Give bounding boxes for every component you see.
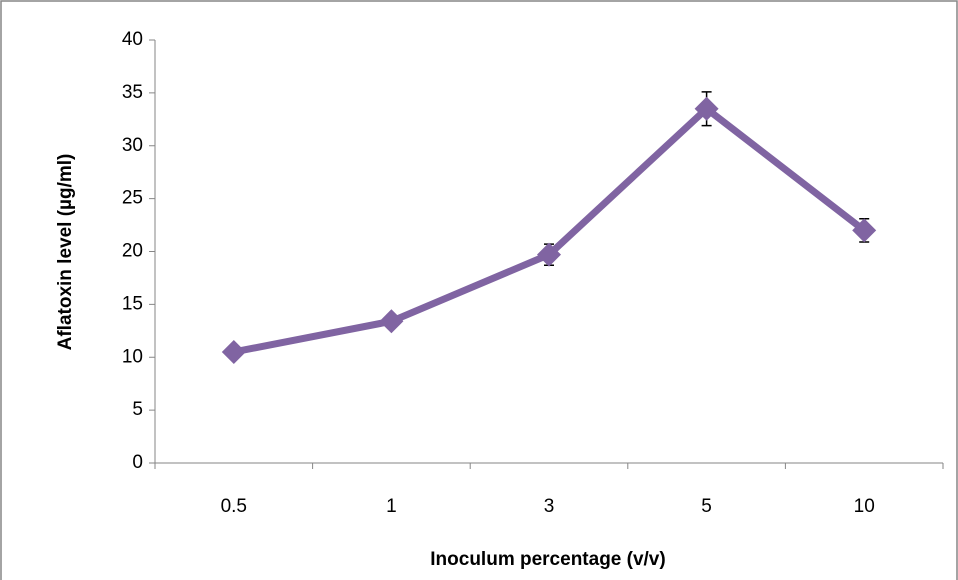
x-tick-label: 5 xyxy=(701,496,712,517)
y-axis-title: Aflatoxin level (µg/ml) xyxy=(55,154,76,351)
y-tick-label: 10 xyxy=(122,346,143,367)
x-axis-title: Inoculum percentage (v/v) xyxy=(430,549,665,570)
y-tick-label: 30 xyxy=(122,135,143,156)
y-tick-label: 0 xyxy=(132,452,143,473)
x-tick-label: 1 xyxy=(386,496,397,517)
marker xyxy=(694,96,719,121)
y-tick-label: 40 xyxy=(122,29,143,50)
y-tick-label: 15 xyxy=(122,293,143,314)
x-tick-label: 0.5 xyxy=(221,496,247,517)
marker xyxy=(221,339,246,364)
marker xyxy=(852,218,877,243)
x-tick-label: 10 xyxy=(854,496,875,517)
marker xyxy=(537,242,561,267)
x-tick-label: 3 xyxy=(544,496,555,517)
y-tick-label: 5 xyxy=(132,399,143,420)
y-tick-label: 35 xyxy=(122,82,143,103)
y-tick-label: 25 xyxy=(122,188,143,209)
marker xyxy=(379,309,404,334)
y-tick-label: 20 xyxy=(122,241,143,262)
